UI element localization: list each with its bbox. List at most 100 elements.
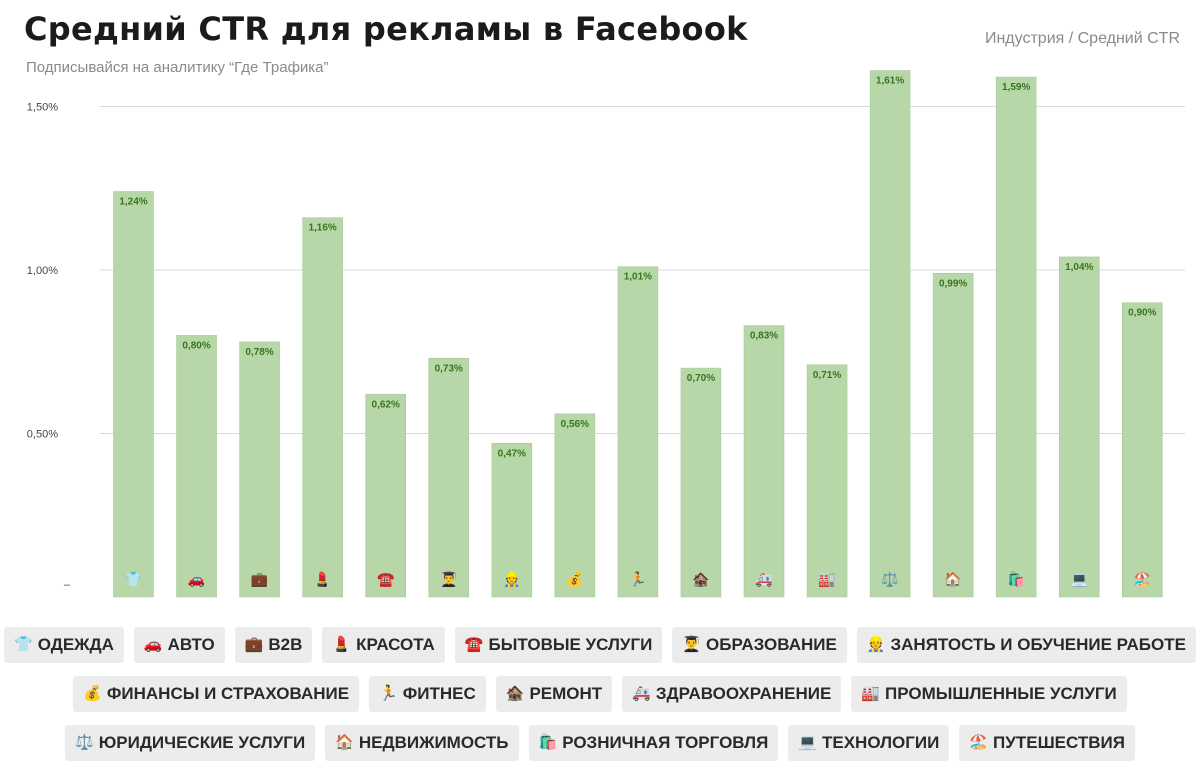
- legend-chip-label: АВТО: [167, 635, 215, 654]
- bar-value-label: 0,62%: [372, 399, 400, 410]
- legend-chip[interactable]: 💼 B2B: [234, 627, 313, 663]
- legend-chip[interactable]: 🏚️ РЕМОНТ: [495, 676, 613, 712]
- category-icon: ☎️: [464, 636, 484, 653]
- legend-chip[interactable]: 👕 ОДЕЖДА: [4, 627, 124, 663]
- legend-chip-label: ТЕХНОЛОГИИ: [821, 733, 940, 752]
- legend-chip-label: ПРОМЫШЛЕННЫЕ УСЛУГИ: [885, 684, 1117, 703]
- bar-14: [932, 272, 974, 598]
- page-subtitle: Подписывайся на аналитику “Где Трафика”: [26, 59, 329, 76]
- bar-value-label: 0,90%: [1128, 308, 1156, 319]
- bar-6: [428, 357, 470, 598]
- legend-chip-label: НЕДВИЖИМОСТЬ: [358, 733, 509, 752]
- legend-caption: Индустрия / Средний CTR: [984, 30, 1180, 47]
- bar-10: [680, 367, 722, 598]
- y-tick-label: 0,50%: [27, 429, 58, 441]
- bar-3: [239, 341, 280, 598]
- category-icon: 💰: [83, 685, 102, 702]
- bar-category-icon: ☎️: [377, 571, 395, 588]
- legend-chip[interactable]: 🚑 ЗДРАВООХРАНЕНИЕ: [622, 676, 842, 712]
- legend-chip[interactable]: 🏃 ФИТНЕС: [369, 676, 486, 712]
- bar-1: [113, 191, 154, 598]
- legend-chip[interactable]: 🏖️ ПУТЕШЕСТВИЯ: [959, 725, 1135, 761]
- legend-chip[interactable]: 👷 ЗАНЯТОСТЬ И ОБУЧЕНИЕ РАБОТЕ: [856, 627, 1196, 663]
- bar-category-icon: 💄: [314, 570, 331, 588]
- legend-chip[interactable]: 🚗 АВТО: [133, 627, 225, 663]
- legend-chip[interactable]: 🏭 ПРОМЫШЛЕННЫЕ УСЛУГИ: [851, 676, 1127, 712]
- legend-chip-label: КРАСОТА: [356, 635, 435, 654]
- category-icon: 🏚️: [505, 685, 525, 702]
- bar-value-label: 1,16%: [308, 223, 336, 234]
- bar-value-label: 0,83%: [750, 331, 778, 342]
- legend-chip-label: ОДЕЖДА: [37, 635, 114, 654]
- legend-chip-label: РЕМОНТ: [529, 684, 603, 703]
- bar-category-icon: 👕: [125, 571, 142, 587]
- bar-12: [806, 364, 848, 598]
- bar-value-label: 1,04%: [1065, 262, 1093, 273]
- bar-category-icon: 🚑: [755, 571, 772, 588]
- y-tick-label: 1,50%: [27, 102, 58, 114]
- legend-chip[interactable]: 💄 КРАСОТА: [322, 627, 445, 663]
- category-icon: 💼: [244, 636, 264, 653]
- bar-category-icon: 🏚️: [692, 571, 709, 588]
- bar-category-icon: 🏭: [818, 571, 835, 588]
- bar-5: [365, 393, 407, 598]
- legend-chip-label: ЗДРАВООХРАНЕНИЕ: [655, 684, 832, 703]
- bar-value-label: 0,78%: [245, 347, 273, 358]
- bar-value-label: 1,01%: [624, 272, 652, 283]
- bar-17: [1122, 302, 1163, 598]
- legend-chip[interactable]: ☎️ БЫТОВЫЕ УСЛУГИ: [454, 627, 663, 663]
- bar-9: [617, 266, 659, 598]
- legend-row-3: ⚖️ ЮРИДИЧЕСКИЕ УСЛУГИ 🏠 НЕДВИЖИМОСТЬ 🛍️ РОЗНИ…: [0, 725, 1200, 761]
- legend-chip[interactable]: 🏠 НЕДВИЖИМОСТЬ: [325, 725, 519, 761]
- bar-value-label: 0,47%: [498, 448, 526, 459]
- bar-category-icon: ⚖️: [881, 571, 898, 588]
- legend-row-2: 💰 ФИНАНСЫ И СТРАХОВАНИЕ 🏃 ФИТНЕС 🏚️ РЕМОНТ 🚑 ЗД…: [0, 676, 1200, 712]
- category-icon: ⚖️: [75, 734, 94, 751]
- legend-chip[interactable]: 🛍️ РОЗНИЧНАЯ ТОРГОВЛЯ: [528, 725, 779, 761]
- legend-chip-label: ФИНАНСЫ И СТРАХОВАНИЕ: [106, 684, 350, 703]
- category-icon: 💻: [798, 734, 817, 751]
- page-title: Средний CTR для рекламы в Facebook: [24, 10, 748, 48]
- bar-value-label: 0,71%: [813, 370, 841, 381]
- bar-category-icon: 🏃: [629, 571, 646, 587]
- bar-value-label: 1,24%: [119, 197, 147, 208]
- category-icon: 🛍️: [538, 734, 558, 751]
- legend-chip[interactable]: 👨‍🎓 ОБРАЗОВАНИЕ: [672, 627, 847, 663]
- category-icon: 🏖️: [969, 734, 989, 751]
- bar-4: [302, 217, 343, 598]
- y-tick-label: –: [64, 579, 71, 591]
- bar-category-icon: 👨‍🎓: [440, 571, 457, 588]
- category-icon: 👕: [14, 636, 33, 653]
- legend-chip-label: ОБРАЗОВАНИЕ: [706, 635, 837, 654]
- bar-category-icon: 👷: [503, 571, 520, 588]
- bar-category-icon: 💼: [251, 571, 269, 588]
- category-icon: 🚗: [143, 636, 163, 653]
- legend-chip[interactable]: 💰 ФИНАНСЫ И СТРАХОВАНИЕ: [73, 676, 360, 712]
- bar-category-icon: 🛍️: [1007, 571, 1024, 588]
- bar-category-icon: 💻: [1071, 571, 1089, 588]
- bar-8: [554, 413, 596, 598]
- category-icon: 🏃: [379, 685, 398, 702]
- legend-chip[interactable]: 💻 ТЕХНОЛОГИИ: [788, 725, 950, 761]
- bar-13: [869, 70, 911, 598]
- bar-15: [995, 76, 1037, 598]
- bar-category-icon: 💰: [566, 571, 583, 588]
- y-tick-label: 1,00%: [27, 265, 58, 277]
- bar-value-label: 0,70%: [687, 373, 715, 384]
- legend-chip-label: ПУТЕШЕСТВИЯ: [993, 733, 1125, 752]
- bar-11: [743, 325, 785, 598]
- category-icon: 🏠: [335, 734, 354, 751]
- bar-category-icon: 🚗: [188, 571, 205, 588]
- legend-chip-label: ЮРИДИЧЕСКИЕ УСЛУГИ: [98, 733, 306, 752]
- legend-chip-label: РОЗНИЧНАЯ ТОРГОВЛЯ: [562, 733, 769, 752]
- bar-value-label: 1,59%: [1002, 82, 1030, 93]
- legend-chip[interactable]: ⚖️ ЮРИДИЧЕСКИЕ УСЛУГИ: [65, 725, 316, 761]
- legend-chip-label: ЗАНЯТОСТЬ И ОБУЧЕНИЕ РАБОТЕ: [890, 635, 1186, 654]
- category-icon: 🚑: [632, 685, 651, 702]
- bar-chart: – 0,50% 1,00% 1,50% 1,24% 👕 0,80% 🚗 0,78% 💼 1,16% 💄…: [27, 70, 1185, 598]
- bar-16: [1058, 256, 1100, 598]
- legend-row-1: 👕 ОДЕЖДА 🚗 АВТО 💼 B2B 💄 КРАСОТА ☎️ БЫТОВЫЕ УСЛУГИ…: [0, 627, 1200, 663]
- bar-value-label: 0,73%: [435, 363, 463, 374]
- bar-value-label: 0,56%: [561, 419, 589, 430]
- legend-chip-label: B2B: [268, 635, 303, 654]
